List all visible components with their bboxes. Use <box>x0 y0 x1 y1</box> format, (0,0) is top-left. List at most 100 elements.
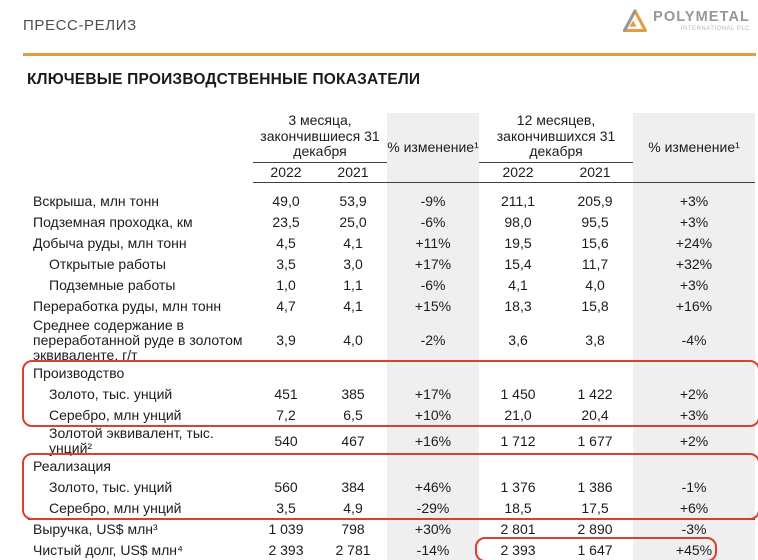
table-section-row: Производство <box>28 363 755 384</box>
row-value: -6% <box>420 277 446 293</box>
row-value <box>479 363 557 384</box>
table-row: Серебро, млн унций 7,2 6,5 +10% 21,0 20,4 +3% <box>28 405 755 426</box>
row-value: 540 <box>274 432 298 449</box>
row-value: 2 393 <box>479 540 558 560</box>
row-value: +45% <box>633 540 756 560</box>
row-value: 53,9 <box>339 193 367 209</box>
row-value: 1 712 <box>500 432 536 449</box>
table-header: 3 месяца, закончившиеся 31 декабря % изм… <box>28 112 756 183</box>
col-year-3m-2021: 2021 <box>319 162 388 183</box>
row-value: 4,1 <box>508 277 528 293</box>
row-value: 3,0 <box>343 256 363 272</box>
col-pct-change-12m: % изменение¹ <box>633 113 756 183</box>
logo-brand-text: POLYMETAL <box>653 8 750 25</box>
row-value <box>387 456 479 477</box>
row-value: 3,6 <box>508 331 528 348</box>
col-year-3m-2022: 2022 <box>253 162 319 183</box>
row-label: Среднее содержание в переработанной руде… <box>33 316 243 363</box>
row-value: 3,9 <box>276 331 296 348</box>
row-value: 15,8 <box>581 298 609 314</box>
table-row: Переработка руды, млн тонн 4,7 4,1 +15% 18,3… <box>28 296 755 317</box>
table-body: Вскрыша, млн тонн 49,0 53,9 -9% 211,1 205,9 +3… <box>28 182 756 560</box>
row-value <box>319 363 387 384</box>
row-label: Серебро, млн унций <box>49 407 182 423</box>
row-value: 98,0 <box>504 214 532 230</box>
row-value: +3% <box>679 407 709 423</box>
table-row: Подземная проходка, км 23,5 25,0 -6% 98,0 95,… <box>28 212 755 233</box>
row-value: -6% <box>420 214 446 230</box>
row-label: Золото, тыс. унций <box>49 386 173 402</box>
row-label: Серебро, млн унций <box>49 499 182 516</box>
row-value: 467 <box>341 432 365 449</box>
row-label: Переработка руды, млн тонн <box>33 298 222 314</box>
row-value: 15,6 <box>581 235 609 251</box>
row-value: 11,7 <box>581 256 609 272</box>
row-value: 2 781 <box>319 540 388 560</box>
row-value: +24% <box>675 235 713 251</box>
row-value: 1 422 <box>577 386 613 402</box>
row-value: 211,1 <box>501 193 536 209</box>
row-value: 3,8 <box>585 331 605 348</box>
row-value: +10% <box>414 407 452 423</box>
row-value: -3% <box>633 518 756 540</box>
row-value: 1 677 <box>577 432 613 449</box>
row-value: +3% <box>679 214 709 230</box>
row-label: Золотой эквивалент, тыс. унций² <box>49 425 214 456</box>
row-value: 4,0 <box>343 331 363 348</box>
row-value: +16% <box>414 432 452 449</box>
section-label: Реализация <box>33 458 111 474</box>
row-value: +16% <box>675 298 713 314</box>
row-value: 1 386 <box>577 479 613 495</box>
row-value: 1,0 <box>276 277 296 293</box>
header-empty-cell <box>28 162 253 182</box>
row-value: 4,9 <box>343 499 363 516</box>
row-value: +3% <box>679 193 709 209</box>
row-value: 385 <box>341 386 365 402</box>
row-value: 3,5 <box>276 499 296 516</box>
row-value: 4,1 <box>343 235 363 251</box>
row-value: 17,5 <box>581 499 609 516</box>
row-value: 19,5 <box>504 235 532 251</box>
row-value: -4% <box>681 331 707 348</box>
row-value: +2% <box>679 386 709 402</box>
row-value: 205,9 <box>577 193 613 209</box>
header-years-row: 2022 2021 2022 2021 <box>28 162 755 183</box>
row-value: 1 450 <box>500 386 536 402</box>
row-value <box>253 456 319 477</box>
section-label: Производство <box>33 365 125 381</box>
row-value: 4,7 <box>276 298 296 314</box>
row-value: 4,0 <box>585 277 605 293</box>
table-row: Золото, тыс. унций 560 384 +46% 1 376 1 386 -1… <box>28 477 755 498</box>
row-value: -9% <box>420 193 446 209</box>
row-value <box>479 456 557 477</box>
table-row: Серебро, млн унций 3,5 4,9 -29% 18,5 17,5 +6% <box>28 498 755 519</box>
row-value: 95,5 <box>581 214 609 230</box>
row-value: 3,5 <box>276 256 296 272</box>
table-row: Чистый долг, US$ млн⁴ 2 393 2 781 -14% 2 393… <box>28 540 756 560</box>
row-value <box>557 456 633 477</box>
col-year-12m-2022: 2022 <box>479 162 558 183</box>
row-value: +3% <box>679 277 709 293</box>
document-type-label: ПРЕСС-РЕЛИЗ <box>23 17 137 34</box>
row-label: Чистый долг, US$ млн⁴ <box>28 540 253 560</box>
row-value: 798 <box>319 518 388 540</box>
row-value: 2 801 <box>479 518 558 540</box>
row-value: 4,5 <box>276 235 296 251</box>
col-group-12-months: 12 месяцев, закончившихся 31 декабря <box>479 112 634 163</box>
row-value <box>253 363 319 384</box>
row-value: 18,3 <box>504 298 532 314</box>
kpi-table-wrap: 3 месяца, закончившиеся 31 декабря % изм… <box>22 112 758 560</box>
row-value: 25,0 <box>339 214 367 230</box>
col-year-12m-2021: 2021 <box>557 162 634 183</box>
polymetal-logo: POLYMETAL INTERNATIONAL PLC <box>622 9 750 33</box>
table-row: Золотой эквивалент, тыс. унций² 540 467 +16… <box>28 426 755 456</box>
orange-divider-line <box>23 53 756 56</box>
row-label: Золото, тыс. унций <box>49 479 173 495</box>
table-row: Подземные работы 1,0 1,1 -6% 4,1 4,0 +3% <box>28 275 755 296</box>
table-row: Среднее содержание в переработанной руде… <box>28 317 755 363</box>
row-value: -2% <box>420 331 446 348</box>
header-empty-cell <box>28 113 253 162</box>
row-value: +11% <box>415 235 451 251</box>
row-value: +15% <box>414 298 452 314</box>
